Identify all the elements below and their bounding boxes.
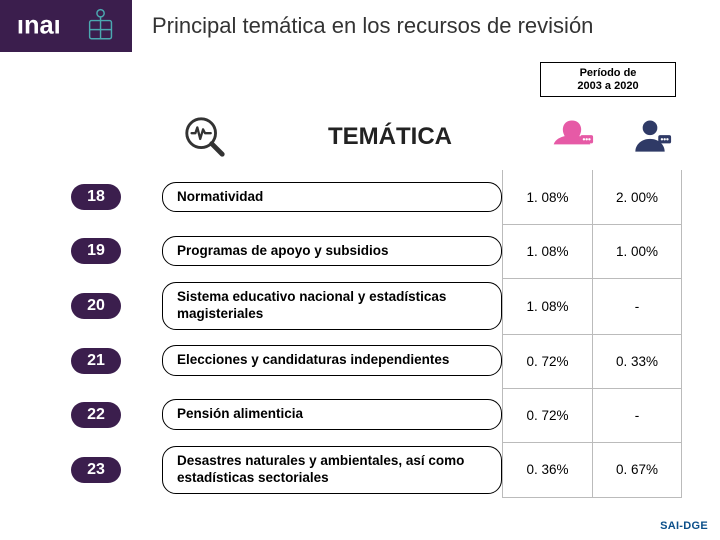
rank-cell: 18 xyxy=(30,170,162,224)
period-box: Período de 2003 a 2020 xyxy=(540,62,676,97)
topic-cell: Sistema educativo nacional y estadística… xyxy=(162,278,502,334)
section-header-row: TEMÁTICA xyxy=(30,114,690,160)
svg-text:ınaı: ınaı xyxy=(17,11,61,39)
topic-label: Pensión alimenticia xyxy=(162,399,502,430)
period-line1: Período de xyxy=(547,67,669,80)
table-row: 18 Normatividad 1. 08% 2. 00% xyxy=(30,170,690,224)
topic-cell: Normatividad xyxy=(162,170,502,224)
topic-label: Desastres naturales y ambientales, así c… xyxy=(162,446,502,494)
inai-logo: ınaı xyxy=(11,6,121,46)
rank-badge: 23 xyxy=(71,457,121,483)
topic-cell: Programas de apoyo y subsidios xyxy=(162,224,502,278)
topic-label: Elecciones y candidaturas independientes xyxy=(162,345,502,376)
rank-badge: 22 xyxy=(71,402,121,428)
rank-cell: 20 xyxy=(30,278,162,334)
header-bar: ınaı Principal temática en los recursos … xyxy=(0,0,720,52)
page-title: Principal temática en los recursos de re… xyxy=(132,13,720,39)
topic-label: Sistema educativo nacional y estadística… xyxy=(162,282,502,330)
female-pct: 0. 72% xyxy=(502,334,592,388)
table-row: 22 Pensión alimenticia 0. 72% - xyxy=(30,388,690,442)
female-pct: 1. 08% xyxy=(502,278,592,334)
table-row: 19 Programas de apoyo y subsidios 1. 08%… xyxy=(30,224,690,278)
rank-cell: 23 xyxy=(30,442,162,498)
male-pct: - xyxy=(592,278,682,334)
topic-label: Normatividad xyxy=(162,182,502,213)
rank-badge: 19 xyxy=(71,238,121,264)
rank-badge: 21 xyxy=(71,348,121,374)
rank-badge: 20 xyxy=(71,293,121,319)
period-line2: 2003 a 2020 xyxy=(547,80,669,93)
avatar-icons xyxy=(540,115,672,159)
male-pct: - xyxy=(592,388,682,442)
rank-cell: 19 xyxy=(30,224,162,278)
section-label: TEMÁTICA xyxy=(240,123,540,151)
topic-label: Programas de apoyo y subsidios xyxy=(162,236,502,267)
female-pct: 1. 08% xyxy=(502,170,592,224)
female-avatar-icon xyxy=(550,115,594,159)
table-row: 23 Desastres naturales y ambientales, as… xyxy=(30,442,690,498)
table-row: 21 Elecciones y candidaturas independien… xyxy=(30,334,690,388)
rank-badge: 18 xyxy=(71,184,121,210)
male-avatar-icon xyxy=(628,115,672,159)
topics-table: 18 Normatividad 1. 08% 2. 00% 19 Program… xyxy=(30,170,690,498)
male-pct: 0. 67% xyxy=(592,442,682,498)
footer-source: SAI-DGE xyxy=(660,520,708,532)
female-pct: 0. 72% xyxy=(502,388,592,442)
rank-cell: 22 xyxy=(30,388,162,442)
main-content: TEMÁTICA 18 Normatividad 1. 08% 2. 00% xyxy=(0,52,720,498)
topic-cell: Desastres naturales y ambientales, así c… xyxy=(162,442,502,498)
heartbeat-search-icon xyxy=(182,114,228,160)
logo-box: ınaı xyxy=(0,0,132,52)
pulse-icon-wrap xyxy=(30,114,240,160)
female-pct: 1. 08% xyxy=(502,224,592,278)
male-pct: 2. 00% xyxy=(592,170,682,224)
male-pct: 0. 33% xyxy=(592,334,682,388)
table-row: 20 Sistema educativo nacional y estadíst… xyxy=(30,278,690,334)
male-pct: 1. 00% xyxy=(592,224,682,278)
female-pct: 0. 36% xyxy=(502,442,592,498)
topic-cell: Elecciones y candidaturas independientes xyxy=(162,334,502,388)
topic-cell: Pensión alimenticia xyxy=(162,388,502,442)
rank-cell: 21 xyxy=(30,334,162,388)
